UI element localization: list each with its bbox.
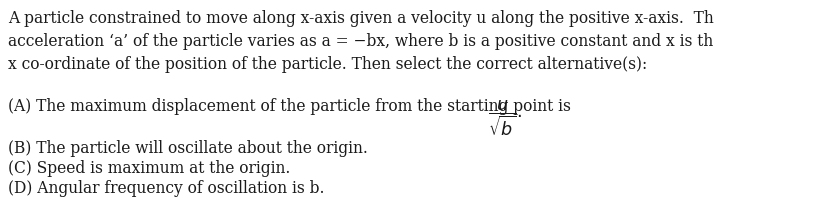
Text: x co-ordinate of the position of the particle. Then select the correct alternati: x co-ordinate of the position of the par… <box>8 56 647 73</box>
Text: acceleration ‘a’ of the particle varies as a = −bx, where b is a positive consta: acceleration ‘a’ of the particle varies … <box>8 33 713 50</box>
Text: (D) Angular frequency of oscillation is b.: (D) Angular frequency of oscillation is … <box>8 180 324 197</box>
Text: A particle constrained to move along x-axis given a velocity u along the positiv: A particle constrained to move along x-a… <box>8 10 713 27</box>
Text: (B) The particle will oscillate about the origin.: (B) The particle will oscillate about th… <box>8 140 368 157</box>
Text: $\dfrac{u}{\sqrt{b}}$.: $\dfrac{u}{\sqrt{b}}$. <box>488 98 522 138</box>
Text: (A) The maximum displacement of the particle from the starting point is: (A) The maximum displacement of the part… <box>8 98 576 115</box>
Text: (C) Speed is maximum at the origin.: (C) Speed is maximum at the origin. <box>8 160 291 177</box>
